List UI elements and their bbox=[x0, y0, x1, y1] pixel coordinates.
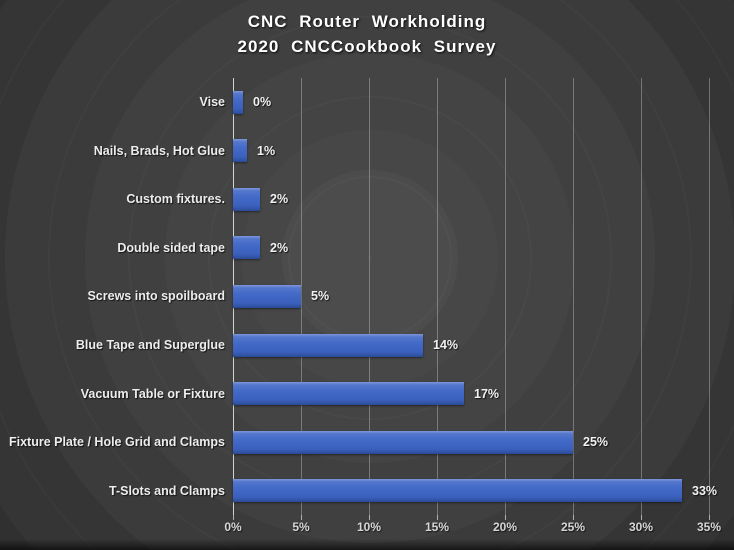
value-label: 1% bbox=[257, 143, 276, 158]
x-tick-label: 15% bbox=[424, 520, 450, 534]
chart-row: Double sided tape 2% bbox=[0, 224, 734, 273]
category-label: Double sided tape bbox=[117, 240, 225, 255]
gridline bbox=[369, 78, 370, 515]
chart-row: Vacuum Table or Fixture 17% bbox=[0, 369, 734, 418]
chart-row: Fixture Plate / Hole Grid and Clamps 25% bbox=[0, 418, 734, 467]
bar bbox=[233, 382, 464, 406]
x-tick-label: 25% bbox=[560, 520, 586, 534]
tick-mark bbox=[573, 515, 574, 520]
gridline bbox=[641, 78, 642, 515]
bar bbox=[233, 333, 423, 357]
tick-mark bbox=[505, 515, 506, 520]
category-label: Nails, Brads, Hot Glue bbox=[93, 143, 225, 158]
x-tick-label: 30% bbox=[628, 520, 654, 534]
value-label: 5% bbox=[311, 289, 330, 304]
category-label: Screws into spoilboard bbox=[87, 289, 225, 304]
tick-mark bbox=[437, 515, 438, 520]
chart-title: CNC Router Workholding 2020 CNCCookbook … bbox=[0, 9, 734, 59]
value-label: 14% bbox=[433, 338, 459, 353]
x-tick-label: 0% bbox=[224, 520, 242, 534]
chart-row: T-Slots and Clamps 33% bbox=[0, 466, 734, 515]
chart-row: Custom fixtures. 2% bbox=[0, 175, 734, 224]
category-label: Fixture Plate / Hole Grid and Clamps bbox=[8, 435, 225, 450]
value-label: 2% bbox=[270, 240, 289, 255]
gridline bbox=[573, 78, 574, 515]
bar bbox=[233, 236, 260, 260]
bar bbox=[233, 430, 573, 454]
chart-row: Blue Tape and Superglue 14% bbox=[0, 321, 734, 370]
bar bbox=[233, 284, 301, 308]
category-label: Custom fixtures. bbox=[126, 192, 225, 207]
x-axis-labels: 0% 5% 10% 15% 20% 25% 30% 35% bbox=[224, 520, 721, 536]
value-label: 33% bbox=[692, 483, 718, 498]
category-label: Blue Tape and Superglue bbox=[75, 338, 225, 353]
bar bbox=[233, 90, 243, 114]
tick-mark bbox=[709, 515, 710, 520]
chart-row: Nails, Brads, Hot Glue 1% bbox=[0, 127, 734, 176]
bar bbox=[233, 479, 682, 503]
bar bbox=[233, 187, 260, 211]
category-label: T-Slots and Clamps bbox=[109, 483, 225, 498]
tick-mark bbox=[641, 515, 642, 520]
chart-title-line-1: CNC Router Workholding bbox=[247, 12, 487, 31]
chart-row: Vise 0% bbox=[0, 78, 734, 127]
bottom-vignette bbox=[0, 539, 734, 550]
value-label: 0% bbox=[253, 95, 272, 110]
category-label: Vacuum Table or Fixture bbox=[80, 386, 225, 401]
tick-mark bbox=[369, 515, 370, 520]
value-label: 2% bbox=[270, 192, 289, 207]
category-label: Vise bbox=[199, 95, 226, 110]
value-label: 17% bbox=[474, 386, 500, 401]
x-tick-label: 5% bbox=[292, 520, 310, 534]
category-rows: Vise 0% Nails, Brads, Hot Glue 1% Custom fix… bbox=[0, 78, 734, 515]
chart-title-line-2: 2020 CNCCookbook Survey bbox=[237, 37, 497, 56]
gridline bbox=[505, 78, 506, 515]
value-label: 25% bbox=[583, 435, 609, 450]
gridline bbox=[437, 78, 438, 515]
x-tick-label: 10% bbox=[356, 520, 382, 534]
tick-mark bbox=[301, 515, 302, 520]
x-tick-label: 35% bbox=[696, 520, 722, 534]
bar bbox=[233, 139, 247, 163]
tick-mark bbox=[233, 515, 234, 520]
x-tick-label: 20% bbox=[492, 520, 518, 534]
chart-row: Screws into spoilboard 5% bbox=[0, 272, 734, 321]
gridline bbox=[709, 78, 710, 515]
gridline bbox=[301, 78, 302, 515]
